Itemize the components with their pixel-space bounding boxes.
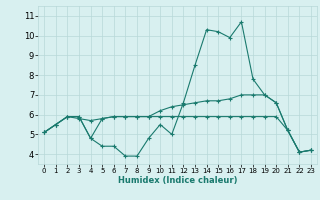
- X-axis label: Humidex (Indice chaleur): Humidex (Indice chaleur): [118, 176, 237, 185]
